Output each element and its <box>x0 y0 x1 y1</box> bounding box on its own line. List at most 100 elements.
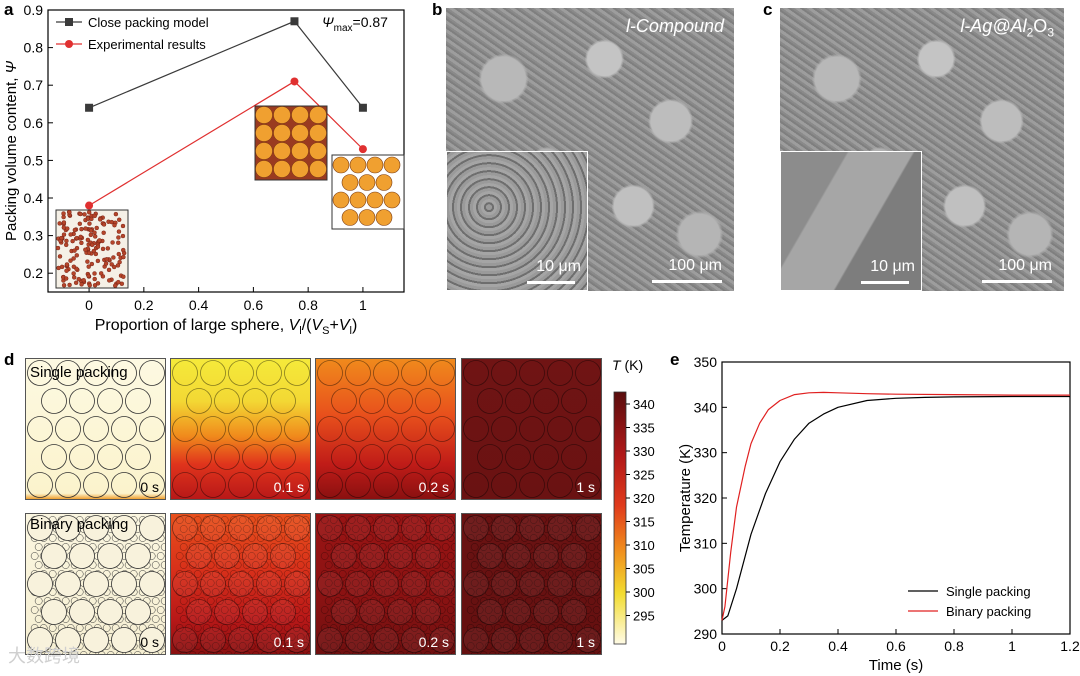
sem-b-inset-scalebar <box>527 281 575 284</box>
a-ytick-label: 0.3 <box>24 228 44 244</box>
sim-tile-row1-t0: 0 s <box>25 358 166 500</box>
a-point <box>290 77 299 86</box>
e-xtick-label: 0.2 <box>770 638 790 654</box>
sim-tile-row2-t3: 1 s <box>461 513 602 655</box>
chart-e-series <box>721 391 1070 621</box>
a-ytick-label: 0.2 <box>24 265 44 281</box>
sim-time-label: 0 s <box>140 479 159 495</box>
chart-a: 0.20.30.40.50.60.70.80.9 0 0.2 0.4 0.6 0.8 1 … <box>3 2 405 337</box>
e-xtick-label: 1 <box>1008 638 1016 654</box>
cb-tick-label: 315 <box>633 515 655 530</box>
e-xtick-label: 1.2 <box>1060 638 1080 654</box>
colorbar: T (K) 340 335 330 325 320 315 310 305 300 295 <box>612 357 655 645</box>
sim-tile-row1-t1: 0.1 s <box>170 358 311 500</box>
large-packing-illustration <box>331 154 405 230</box>
chart-e-legend: Single packing Binary packing <box>908 584 1031 619</box>
cb-tick-label: 295 <box>633 609 655 624</box>
legend-binary-packing: Binary packing <box>946 604 1031 619</box>
cb-tick-label: 330 <box>633 444 655 459</box>
chart-a-ylabel: Packing volume content, Ψ <box>3 60 20 241</box>
chart-a-yticks: 0.2 0.3 0.4 0.5 0.6 0.7 0.8 0.9 <box>24 2 53 281</box>
e-xtick-label: 0.4 <box>828 638 848 654</box>
a-ytick-label: 0.7 <box>24 77 44 93</box>
e-ytick-label: 290 <box>694 626 718 642</box>
a-xtick-label: 1 <box>359 297 367 313</box>
a-point <box>358 145 367 154</box>
cb-tick-label: 325 <box>633 468 655 483</box>
cb-tick-label: 310 <box>633 538 655 553</box>
legend-experimental: Experimental results <box>88 37 206 52</box>
cb-tick-label: 300 <box>633 585 655 600</box>
sem-c-label: l-Ag@Al2O3 <box>960 16 1054 40</box>
panel-letter-b: b <box>432 0 443 19</box>
sem-c-main-scalebar <box>982 280 1052 283</box>
chart-a-xlabel: Proportion of large sphere, Vl/(VS+Vl) <box>95 317 358 337</box>
e-ytick-label: 350 <box>694 354 718 370</box>
sim-tile-row1-t3: 1 s <box>461 358 602 500</box>
sem-c-inset-scale: 10 μm <box>870 258 915 275</box>
legend-single-packing: Single packing <box>946 584 1031 599</box>
a-xtick-label: 0.8 <box>298 297 318 313</box>
sem-b-inset: 10 μm <box>446 151 588 291</box>
a-xtick-label: 0.4 <box>189 297 209 313</box>
a-series-line-0 <box>88 20 364 109</box>
e-ytick-label: 320 <box>694 490 718 506</box>
chart-a-series <box>85 17 367 210</box>
chart-e-xticks: 0 0.2 0.4 0.6 0.8 1 1.2 <box>718 629 1080 654</box>
sim-time-label: 1 s <box>576 479 595 495</box>
sem-image-c: l-Ag@Al2O3 10 μm 100 μm <box>780 8 1064 291</box>
watermark: 大数跨境 <box>8 646 80 666</box>
e-ytick-label: 330 <box>694 445 718 461</box>
e-series-line-0 <box>721 395 1070 621</box>
e-series-line-1 <box>721 391 1070 621</box>
chart-e-yticks: 290 300 310 320 330 340 350 <box>694 354 727 642</box>
colorbar-ticks: 340 335 330 325 320 315 310 305 300 295 <box>626 397 655 624</box>
a-ytick-label: 0.8 <box>24 40 44 56</box>
e-xtick-label: 0.8 <box>944 638 964 654</box>
e-xtick-label: 0.6 <box>886 638 906 654</box>
panel-letter-d: d <box>4 350 15 369</box>
random-packing-illustration <box>55 209 129 289</box>
cb-tick-label: 335 <box>633 421 655 436</box>
colorbar-title: T (K) <box>612 357 643 373</box>
panel-letter-e: e <box>670 350 680 369</box>
sim-tile-row1-t2: 0.2 s <box>315 358 456 500</box>
sim-time-label: 1 s <box>576 634 595 650</box>
sem-image-b: l-Compound 10 μm 100 μm <box>446 8 734 291</box>
chart-a-xticks: 0 0.2 0.4 0.6 0.8 1 <box>85 287 367 313</box>
sem-c-inset-scalebar <box>861 281 909 284</box>
sim-time-label: 0.1 s <box>273 634 304 650</box>
chart-a-frame <box>47 9 405 293</box>
sim-time-label: 0.2 s <box>418 634 449 650</box>
a-point <box>85 201 94 210</box>
sem-b-main-scale: 100 μm <box>668 257 722 274</box>
e-xtick-label: 0 <box>718 638 726 654</box>
sim-time-label: 0 s <box>140 634 159 650</box>
panel-letter-c: c <box>763 0 773 19</box>
legend-close-packing: Close packing model <box>88 15 209 30</box>
a-ytick-label: 0.9 <box>24 2 44 18</box>
sim-time-label: 0.2 s <box>418 479 449 495</box>
cb-tick-label: 340 <box>633 397 655 412</box>
a-ytick-label: 0.4 <box>24 190 44 206</box>
sim-tile-row2-t1: 0.1 s <box>170 513 311 655</box>
chart-e-xlabel: Time (s) <box>869 657 923 674</box>
a-ytick-label: 0.5 <box>24 152 44 168</box>
e-ytick-label: 340 <box>694 399 718 415</box>
e-ytick-label: 310 <box>694 535 718 551</box>
row1-label: Single packing <box>30 364 128 381</box>
a-xtick-label: 0 <box>85 297 93 313</box>
binary-packing-illustration <box>254 105 328 181</box>
psi-max-annotation: Ψmax=0.87 <box>322 14 388 34</box>
sem-c-main-scale: 100 μm <box>998 257 1052 274</box>
sim-tile-row2-t0: 0 s <box>25 513 166 655</box>
e-ytick-label: 300 <box>694 581 718 597</box>
cb-tick-label: 305 <box>633 562 655 577</box>
cb-tick-label: 320 <box>633 491 655 506</box>
a-xtick-label: 0.6 <box>244 297 264 313</box>
sem-c-inset: 10 μm <box>780 151 922 291</box>
chart-a-legend: Close packing model Experimental results <box>56 15 209 52</box>
sem-b-main-scalebar <box>652 280 722 283</box>
sem-b-label: l-Compound <box>625 16 724 36</box>
chart-e-ylabel: Temperature (K) <box>677 444 694 552</box>
